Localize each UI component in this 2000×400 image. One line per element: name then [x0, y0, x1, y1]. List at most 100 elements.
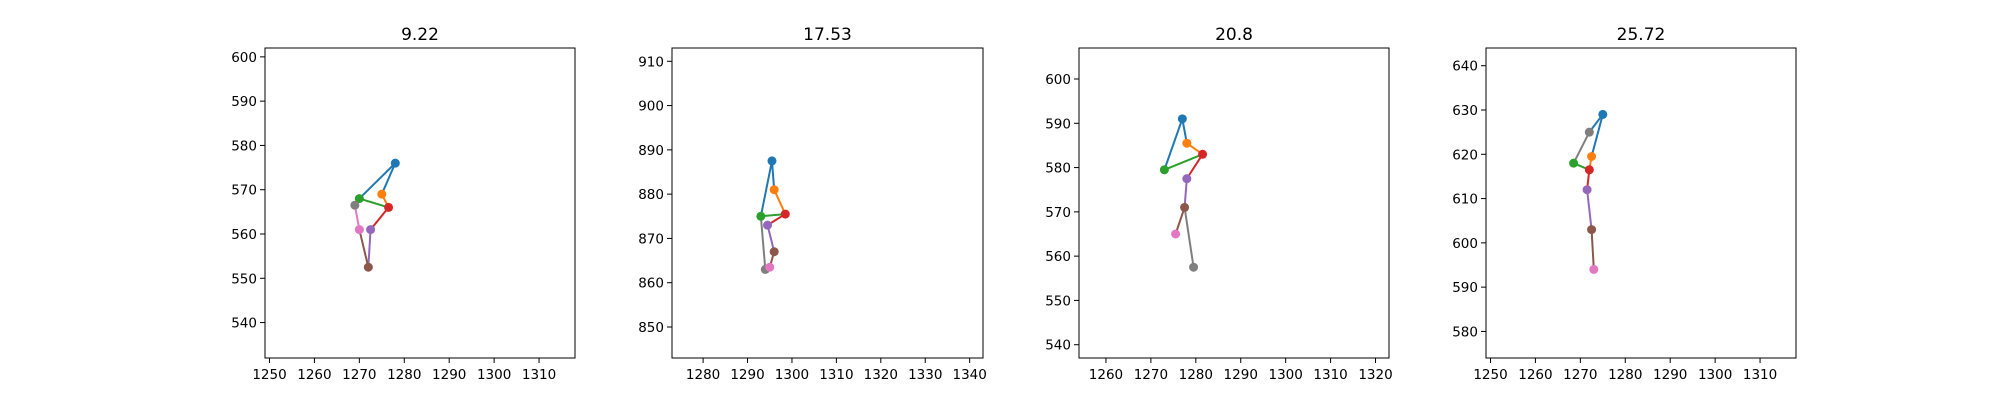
data-point: [1177, 114, 1187, 124]
plot-frame: [264, 47, 576, 359]
y-tick-label: 550: [231, 271, 257, 287]
y-tick-label: 540: [1045, 338, 1071, 354]
x-tick-label: 1310: [1313, 367, 1347, 383]
data-point: [354, 194, 364, 204]
plot-frame: [1485, 47, 1797, 359]
data-point: [1180, 202, 1190, 212]
series-segment: [1163, 153, 1203, 171]
y-tick-label: 640: [1452, 59, 1478, 75]
subplot-3: 20.8 1260 1270 1280 1290 1300 1310 1320 540 550 56…: [1045, 25, 1392, 383]
x-tick-label: 1280: [1179, 367, 1213, 383]
series-segment: [766, 224, 776, 252]
data-point: [1589, 264, 1599, 274]
chart-title: 25.72: [1617, 25, 1666, 45]
y-tick-label: 590: [1045, 116, 1071, 132]
y-tick-label: 560: [1045, 249, 1071, 265]
data-point: [390, 158, 400, 168]
y-tick-label: 880: [638, 187, 664, 203]
data-point: [1584, 127, 1594, 137]
data-point: [1159, 165, 1169, 175]
series-segment: [358, 162, 396, 200]
data-point: [354, 225, 364, 235]
x-tick-label: 1290: [730, 367, 764, 383]
x-tick-label: 1310: [819, 367, 853, 383]
y-tick-label: 570: [1045, 205, 1071, 221]
y-tick-label: 860: [638, 276, 664, 292]
x-tick-label: 1260: [297, 367, 331, 383]
x-tick-label: 1310: [1743, 367, 1777, 383]
y-tick-label: 870: [638, 231, 664, 247]
x-tick-label: 1310: [522, 367, 556, 383]
x-tick-label: 1290: [1224, 367, 1258, 383]
x-tick-label: 1280: [1608, 367, 1642, 383]
data-point: [1182, 174, 1192, 184]
chart-title: 9.22: [401, 25, 439, 45]
y-tick-label: 850: [638, 320, 664, 336]
y-tick-label: 900: [638, 99, 664, 115]
chart-title: 20.8: [1215, 25, 1253, 45]
y-tick-label: 580: [1452, 324, 1478, 340]
plot-frame: [671, 47, 984, 359]
y-tick-label: 610: [1452, 192, 1478, 208]
x-tick-label: 1290: [1653, 367, 1687, 383]
series-segment: [369, 206, 390, 231]
x-tick-label: 1320: [864, 367, 898, 383]
data-point: [763, 220, 773, 230]
x-tick-label: 1270: [1134, 367, 1168, 383]
series-segment: [1163, 118, 1184, 171]
x-tick-label: 1270: [342, 367, 376, 383]
x-tick-label: 1300: [1268, 367, 1302, 383]
y-tick-label: 600: [231, 50, 257, 66]
x-tick-label: 1280: [686, 367, 720, 383]
data-point: [765, 262, 775, 272]
x-tick-label: 1250: [1473, 367, 1507, 383]
data-point: [377, 189, 387, 199]
y-tick-label: 590: [1452, 280, 1478, 296]
y-tick-label: 580: [1045, 161, 1071, 177]
data-point: [350, 200, 360, 210]
x-tick-label: 1260: [1518, 367, 1552, 383]
series-segment: [759, 160, 773, 217]
data-point: [767, 156, 777, 166]
series-segment: [1183, 207, 1195, 268]
data-point: [1189, 262, 1199, 272]
y-tick-label: 890: [638, 143, 664, 159]
data-point: [1587, 225, 1597, 235]
data-point: [769, 247, 779, 257]
y-tick-label: 580: [231, 138, 257, 154]
series-segment: [1572, 131, 1591, 164]
data-point: [780, 209, 790, 219]
x-tick-label: 1300: [1698, 367, 1732, 383]
series-segment: [359, 197, 389, 209]
y-tick-label: 560: [231, 227, 257, 243]
y-tick-label: 570: [231, 183, 257, 199]
x-tick-label: 1280: [387, 367, 421, 383]
y-tick-label: 620: [1452, 147, 1478, 163]
plot-frame: [1078, 47, 1390, 359]
series-segment: [1183, 178, 1188, 208]
y-tick-label: 550: [1045, 293, 1071, 309]
data-point: [1584, 165, 1594, 175]
x-tick-label: 1300: [477, 367, 511, 383]
x-tick-label: 1270: [1563, 367, 1597, 383]
series-segment: [1590, 114, 1604, 157]
x-tick-label: 1250: [252, 367, 286, 383]
data-point: [1587, 152, 1597, 161]
series-segment: [1185, 153, 1204, 180]
data-point: [363, 262, 373, 272]
subplot-2: 17.53 1280 1290 1300 1310 1320 1330 1340 850 860 8…: [638, 25, 987, 383]
data-point: [1569, 158, 1579, 168]
subplot-1: 9.22 1250 1260 1270 1280 1290 1300 1310 540 550 56…: [231, 25, 576, 383]
subplot-4: 25.72 1250 1260 1270 1280 1290 1300 1310 580 590 6…: [1452, 25, 1797, 383]
y-tick-label: 630: [1452, 103, 1478, 119]
series-segment: [759, 216, 767, 270]
x-tick-label: 1320: [1358, 367, 1392, 383]
data-point: [756, 211, 766, 221]
series-segment: [367, 229, 372, 268]
series-segment: [380, 162, 397, 195]
data-point: [384, 202, 394, 212]
data-point: [1598, 109, 1608, 119]
data-point: [1182, 138, 1192, 148]
series-segment: [770, 160, 776, 190]
